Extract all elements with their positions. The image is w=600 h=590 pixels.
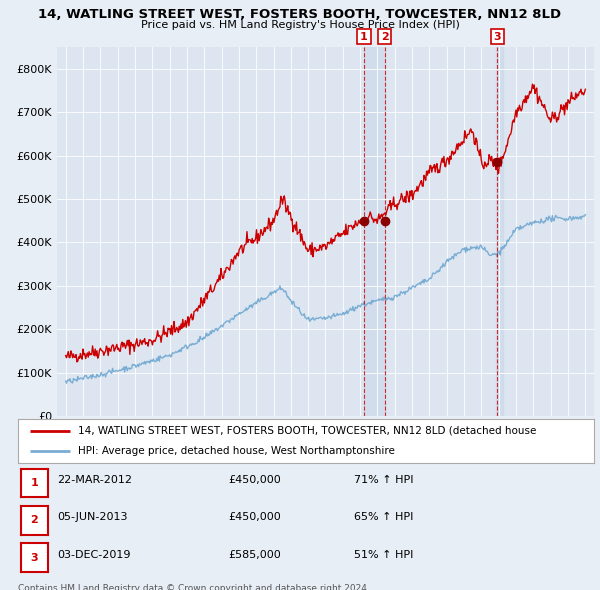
Text: £450,000: £450,000 [228, 476, 281, 485]
Text: 71% ↑ HPI: 71% ↑ HPI [354, 476, 413, 485]
Text: 14, WATLING STREET WEST, FOSTERS BOOTH, TOWCESTER, NN12 8LD: 14, WATLING STREET WEST, FOSTERS BOOTH, … [38, 8, 562, 21]
Text: 2: 2 [31, 516, 38, 525]
Text: Contains HM Land Registry data © Crown copyright and database right 2024.: Contains HM Land Registry data © Crown c… [18, 584, 370, 590]
Text: 05-JUN-2013: 05-JUN-2013 [57, 513, 128, 522]
Text: 2: 2 [381, 32, 389, 42]
Text: 22-MAR-2012: 22-MAR-2012 [57, 476, 132, 485]
Text: 51% ↑ HPI: 51% ↑ HPI [354, 550, 413, 559]
Text: £585,000: £585,000 [228, 550, 281, 559]
Text: 3: 3 [494, 32, 501, 42]
Text: 1: 1 [31, 478, 38, 488]
Text: Price paid vs. HM Land Registry's House Price Index (HPI): Price paid vs. HM Land Registry's House … [140, 20, 460, 30]
Bar [496, 47, 503, 416]
Text: £450,000: £450,000 [228, 513, 281, 522]
Text: 65% ↑ HPI: 65% ↑ HPI [354, 513, 413, 522]
Text: 3: 3 [31, 553, 38, 562]
Text: 03-DEC-2019: 03-DEC-2019 [57, 550, 131, 559]
Bar [364, 47, 385, 416]
Text: 14, WATLING STREET WEST, FOSTERS BOOTH, TOWCESTER, NN12 8LD (detached house: 14, WATLING STREET WEST, FOSTERS BOOTH, … [79, 426, 537, 436]
Text: 1: 1 [360, 32, 368, 42]
Text: HPI: Average price, detached house, West Northamptonshire: HPI: Average price, detached house, West… [79, 446, 395, 456]
